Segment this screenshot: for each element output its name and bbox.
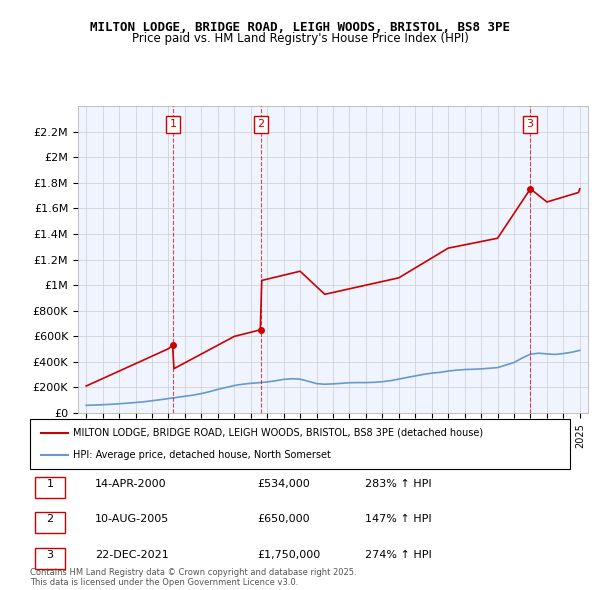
Text: MILTON LODGE, BRIDGE ROAD, LEIGH WOODS, BRISTOL, BS8 3PE (detached house): MILTON LODGE, BRIDGE ROAD, LEIGH WOODS, … bbox=[73, 428, 484, 438]
FancyBboxPatch shape bbox=[30, 419, 570, 469]
Text: 283% ↑ HPI: 283% ↑ HPI bbox=[365, 479, 431, 489]
Text: 3: 3 bbox=[46, 550, 53, 559]
Text: 3: 3 bbox=[527, 119, 533, 129]
Text: 1: 1 bbox=[170, 119, 177, 129]
Text: 274% ↑ HPI: 274% ↑ HPI bbox=[365, 550, 431, 559]
Text: £534,000: £534,000 bbox=[257, 479, 310, 489]
Text: 2: 2 bbox=[46, 514, 53, 524]
Text: £1,750,000: £1,750,000 bbox=[257, 550, 320, 559]
FancyBboxPatch shape bbox=[35, 477, 65, 498]
Text: 10-AUG-2005: 10-AUG-2005 bbox=[95, 514, 169, 524]
Text: 2: 2 bbox=[257, 119, 265, 129]
Text: MILTON LODGE, BRIDGE ROAD, LEIGH WOODS, BRISTOL, BS8 3PE: MILTON LODGE, BRIDGE ROAD, LEIGH WOODS, … bbox=[90, 21, 510, 34]
Text: £650,000: £650,000 bbox=[257, 514, 310, 524]
Text: 147% ↑ HPI: 147% ↑ HPI bbox=[365, 514, 431, 524]
Text: 22-DEC-2021: 22-DEC-2021 bbox=[95, 550, 169, 559]
Text: 14-APR-2000: 14-APR-2000 bbox=[95, 479, 166, 489]
Text: 1: 1 bbox=[46, 479, 53, 489]
Text: Price paid vs. HM Land Registry's House Price Index (HPI): Price paid vs. HM Land Registry's House … bbox=[131, 32, 469, 45]
Text: Contains HM Land Registry data © Crown copyright and database right 2025.
This d: Contains HM Land Registry data © Crown c… bbox=[30, 568, 356, 587]
FancyBboxPatch shape bbox=[35, 512, 65, 533]
FancyBboxPatch shape bbox=[35, 548, 65, 569]
Text: HPI: Average price, detached house, North Somerset: HPI: Average price, detached house, Nort… bbox=[73, 450, 331, 460]
